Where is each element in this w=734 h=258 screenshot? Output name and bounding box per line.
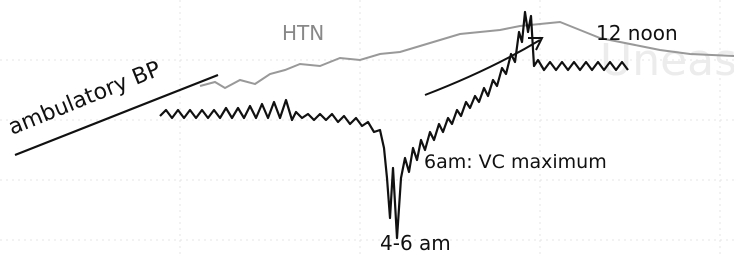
- bp-curve: [160, 12, 628, 238]
- rise-arrow: [425, 40, 540, 95]
- vc-max-label: 6am: VC maximum: [424, 151, 607, 173]
- noon-label: 12 noon: [596, 21, 678, 45]
- sketch: Uneask ambulatory BP HTN 12 noon 6am: VC…: [0, 0, 734, 258]
- trough-label: 4-6 am: [380, 231, 451, 255]
- htn-label: HTN: [282, 21, 324, 45]
